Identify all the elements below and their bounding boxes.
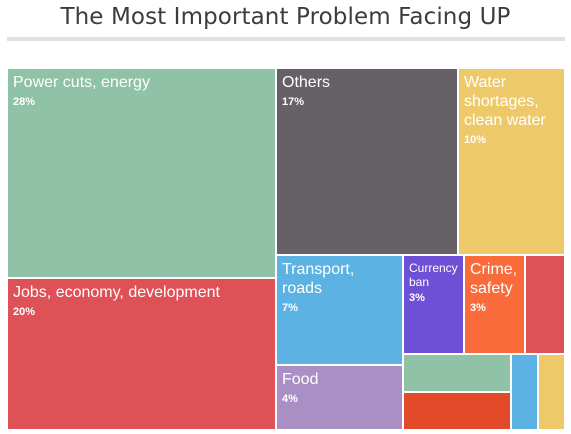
tile-percent: 3% [409,292,425,304]
tile-percent: 7% [282,302,298,314]
title-divider [7,37,565,41]
treemap-tile [538,354,565,430]
tile-label: Transport, roads [282,261,355,297]
treemap-tile [403,354,511,392]
treemap-tile: Crime, safety 3% [464,255,525,354]
tile-percent: 28% [13,96,36,108]
tile-percent: 10% [464,134,487,146]
treemap-tile: Power cuts, energy 28% [7,68,276,278]
treemap-tile: Food 4% [276,365,403,430]
treemap-tile: Currency ban 3% [403,255,464,354]
treemap-tile [525,255,565,354]
tile-percent: 17% [282,96,305,108]
treemap-tile: Others 17% [276,68,458,255]
tile-label: Others [282,74,331,91]
treemap-tile [403,392,511,430]
treemap-tile: Transport, roads 7% [276,255,403,365]
treemap-tile [511,354,538,430]
tile-label: Power cuts, energy [13,74,150,91]
chart-title: The Most Important Problem Facing UP [60,4,511,30]
tile-percent: 20% [13,306,36,318]
tile-label: Jobs, economy, development [13,284,220,301]
tile-label: Crime, safety [470,261,518,297]
treemap-tile: Jobs, economy, development 20% [7,278,276,430]
tile-label: Food [282,371,319,388]
tile-label: Currency ban [409,261,458,290]
treemap-tile: Water shortages, clean water 10% [458,68,565,255]
tile-percent: 3% [470,302,486,314]
tile-label: Water shortages, clean water [464,74,546,129]
tile-percent: 4% [282,393,298,405]
